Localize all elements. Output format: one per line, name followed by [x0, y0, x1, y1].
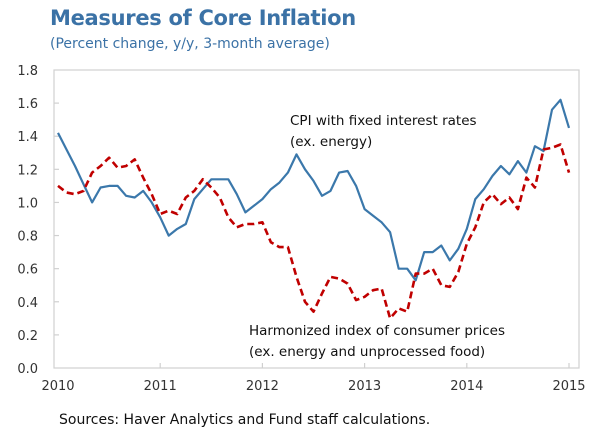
x-tick-label: 2012: [246, 379, 279, 394]
y-tick-label: 0.4: [17, 296, 38, 311]
x-tick-label: 2010: [41, 379, 74, 394]
axes: 0.0 0.2 0.4 0.6 0.8 1.0 1.2 1.4 1.6 1.8 2010 2011 20…: [17, 64, 585, 394]
y-tick-label: 1.0: [17, 196, 38, 211]
y-tick-label: 1.8: [17, 64, 38, 79]
x-tick-label: 2014: [450, 379, 483, 394]
y-tick-label: 1.4: [17, 130, 38, 145]
series-group: [57, 98, 571, 320]
source-note: Sources: Haver Analytics and Fund staff …: [59, 412, 431, 428]
x-tick-label: 2013: [348, 379, 381, 394]
series-annotation: Harmonized index of consumer prices: [249, 323, 505, 339]
x-tick-label: 2015: [552, 379, 585, 394]
y-tick-label: 0.2: [17, 329, 38, 344]
chart-title: Measures of Core Inflation: [50, 6, 356, 30]
series-line-hicp: [57, 143, 571, 320]
x-tick-label: 2011: [144, 379, 177, 394]
y-tick-label: 0.0: [17, 362, 38, 377]
series-annotation: CPI with fixed interest rates: [290, 113, 477, 129]
y-tick-label: 1.2: [17, 163, 38, 178]
series-annotation: (ex. energy and unprocessed food): [249, 344, 485, 360]
series-annotation: (ex. energy): [290, 134, 372, 150]
y-tick-label: 0.8: [17, 230, 38, 245]
y-tick-label: 0.6: [17, 263, 38, 278]
chart-subtitle: (Percent change, y/y, 3-month average): [50, 36, 330, 52]
y-tick-label: 1.6: [17, 97, 38, 112]
annotations: CPI with fixed interest rates (ex. energy…: [249, 113, 505, 360]
plot-frame: [53, 69, 580, 369]
